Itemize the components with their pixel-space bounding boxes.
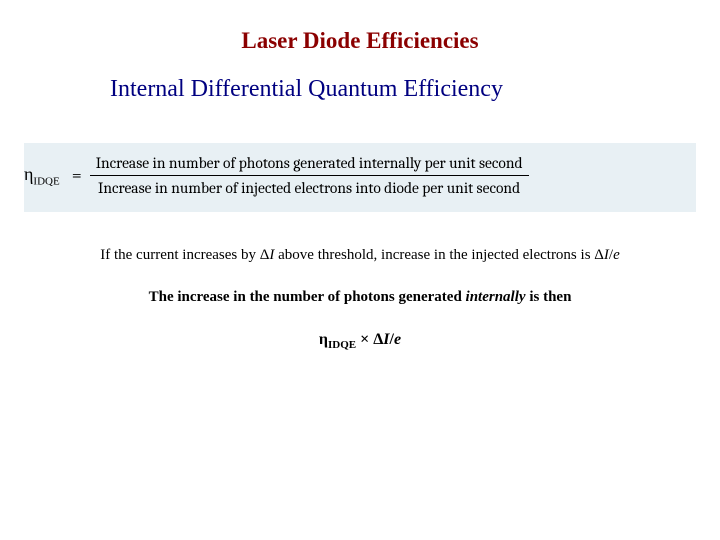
paragraph-1: If the current increases by ΔI above thr… [90, 246, 630, 266]
p2-a: The increase in the number of photons ge… [149, 289, 466, 305]
formula-denominator: Increase in number of injected electrons… [92, 178, 526, 198]
eta-symbol: η [24, 164, 33, 184]
p1-c: above threshold, increase in the injecte… [274, 247, 604, 263]
slide-subtitle: Internal Differential Quantum Efficiency [110, 76, 700, 103]
final-sub: IDQE [328, 339, 356, 351]
p1-a: If the current increases by Δ [100, 247, 269, 263]
final-eta: η [319, 331, 328, 348]
eta-sub: IDQE [33, 175, 59, 187]
final-mid: × Δ [356, 331, 383, 348]
formula-box: ηIDQE = Increase in number of photons ge… [24, 143, 696, 212]
formula-lhs: ηIDQE [24, 164, 64, 188]
p2-b: internally [466, 289, 526, 305]
p2-c: is then [526, 289, 572, 305]
formula-fraction: Increase in number of photons generated … [90, 153, 529, 198]
formula-numerator: Increase in number of photons generated … [90, 153, 529, 173]
slide-title: Laser Diode Efficiencies [20, 28, 700, 54]
final-e: e [394, 331, 401, 348]
equals-sign: = [64, 165, 90, 186]
fraction-line [90, 175, 529, 176]
final-expression: ηIDQE × ΔI/e [20, 331, 700, 351]
paragraph-2: The increase in the number of photons ge… [80, 288, 640, 308]
p1-f: e [613, 247, 620, 263]
